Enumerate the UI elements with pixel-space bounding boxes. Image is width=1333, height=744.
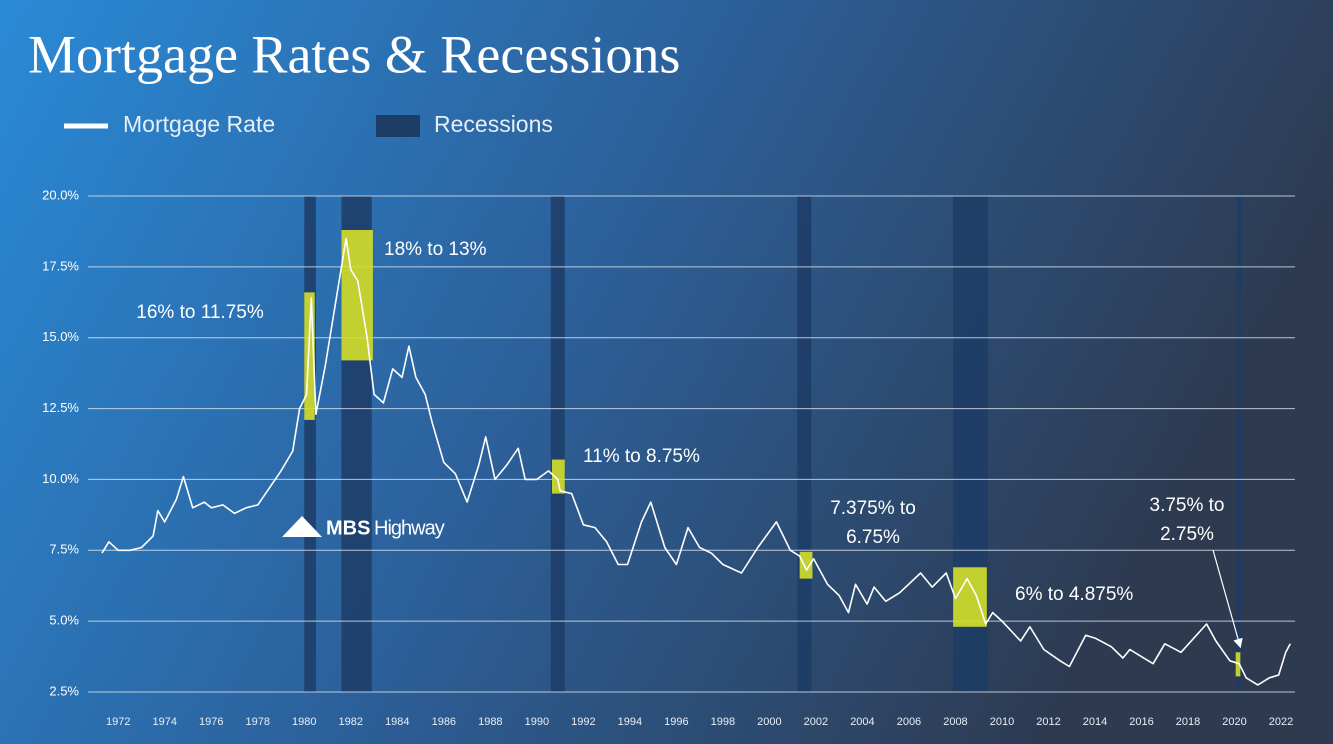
recession-band [1236,196,1242,692]
x-tick-label: 1972 [106,716,130,728]
x-tick-label: 2016 [1129,716,1153,728]
recession-band [304,196,316,692]
legend-swatch [376,115,420,137]
x-tick-label: 1984 [385,716,409,728]
y-tick-label: 5.0% [49,613,79,628]
rate-line [101,237,1292,686]
x-tick-label: 1980 [292,716,316,728]
x-tick-label: 1976 [199,716,223,728]
highlight [1235,652,1241,677]
x-tick-label: 2000 [757,716,781,728]
x-tick-label: 1994 [618,716,642,728]
annotation: 11% to 8.75% [583,446,700,467]
y-tick-label: 10.0% [42,471,79,486]
logo-text: MBS [326,517,370,539]
chart-title: Mortgage Rates & Recessions [28,24,680,84]
annotation-arrow [1212,549,1243,649]
recession-band [550,196,565,692]
x-tick-label: 2012 [1036,716,1060,728]
highlight [304,292,315,420]
annotation: 7.375% to [830,498,916,519]
legend-label: Mortgage Rate [123,111,275,137]
x-tick-label: 1996 [664,716,688,728]
recession-band [797,196,812,692]
logo-text: Highway [374,517,445,539]
plot: 2.5% 5.0% 7.5% 10.0% 12.5% 15.0% 17.5% 20.0% 197… [42,187,1295,728]
x-tick-label: 2018 [1176,716,1200,728]
annotation: 16% to 11.75% [136,302,264,323]
logo-icon [282,516,322,537]
x-tick-label: 2008 [943,716,967,728]
x-tick-label: 1974 [153,716,177,728]
logo: MBS Highway [282,516,446,539]
x-tick-label: 2002 [804,716,828,728]
annotation: 6% to 4.875% [1015,584,1133,605]
highlight [551,459,565,494]
y-tick-label: 15.0% [42,329,79,344]
x-tick-label: 2022 [1269,716,1293,728]
x-tick-label: 1992 [571,716,595,728]
y-tick-label: 12.5% [42,400,79,415]
annotation: 3.75% to [1150,495,1225,516]
y-tick-label: 20.0% [42,187,79,202]
x-tick-label: 1990 [525,716,549,728]
highlight [953,567,987,627]
x-tick-label: 1988 [478,716,502,728]
x-tick-label: 1986 [432,716,456,728]
y-tick-label: 7.5% [49,542,79,557]
legend-label: Recessions [434,111,553,137]
annotation: 6.75% [846,527,900,548]
x-tick-label: 1978 [246,716,270,728]
x-tick-label: 2020 [1222,716,1246,728]
y-tick-label: 17.5% [42,258,79,273]
annotation: 2.75% [1160,524,1214,545]
highlight [799,551,813,579]
x-tick-label: 2014 [1083,716,1107,728]
x-tick-label: 2010 [990,716,1014,728]
x-tick-label: 1998 [711,716,735,728]
y-tick-label: 2.5% [49,683,79,698]
x-tick-label: 1982 [339,716,363,728]
x-tick-label: 2004 [850,716,874,728]
x-tick-label: 2006 [897,716,921,728]
annotation: 18% to 13% [384,239,487,260]
